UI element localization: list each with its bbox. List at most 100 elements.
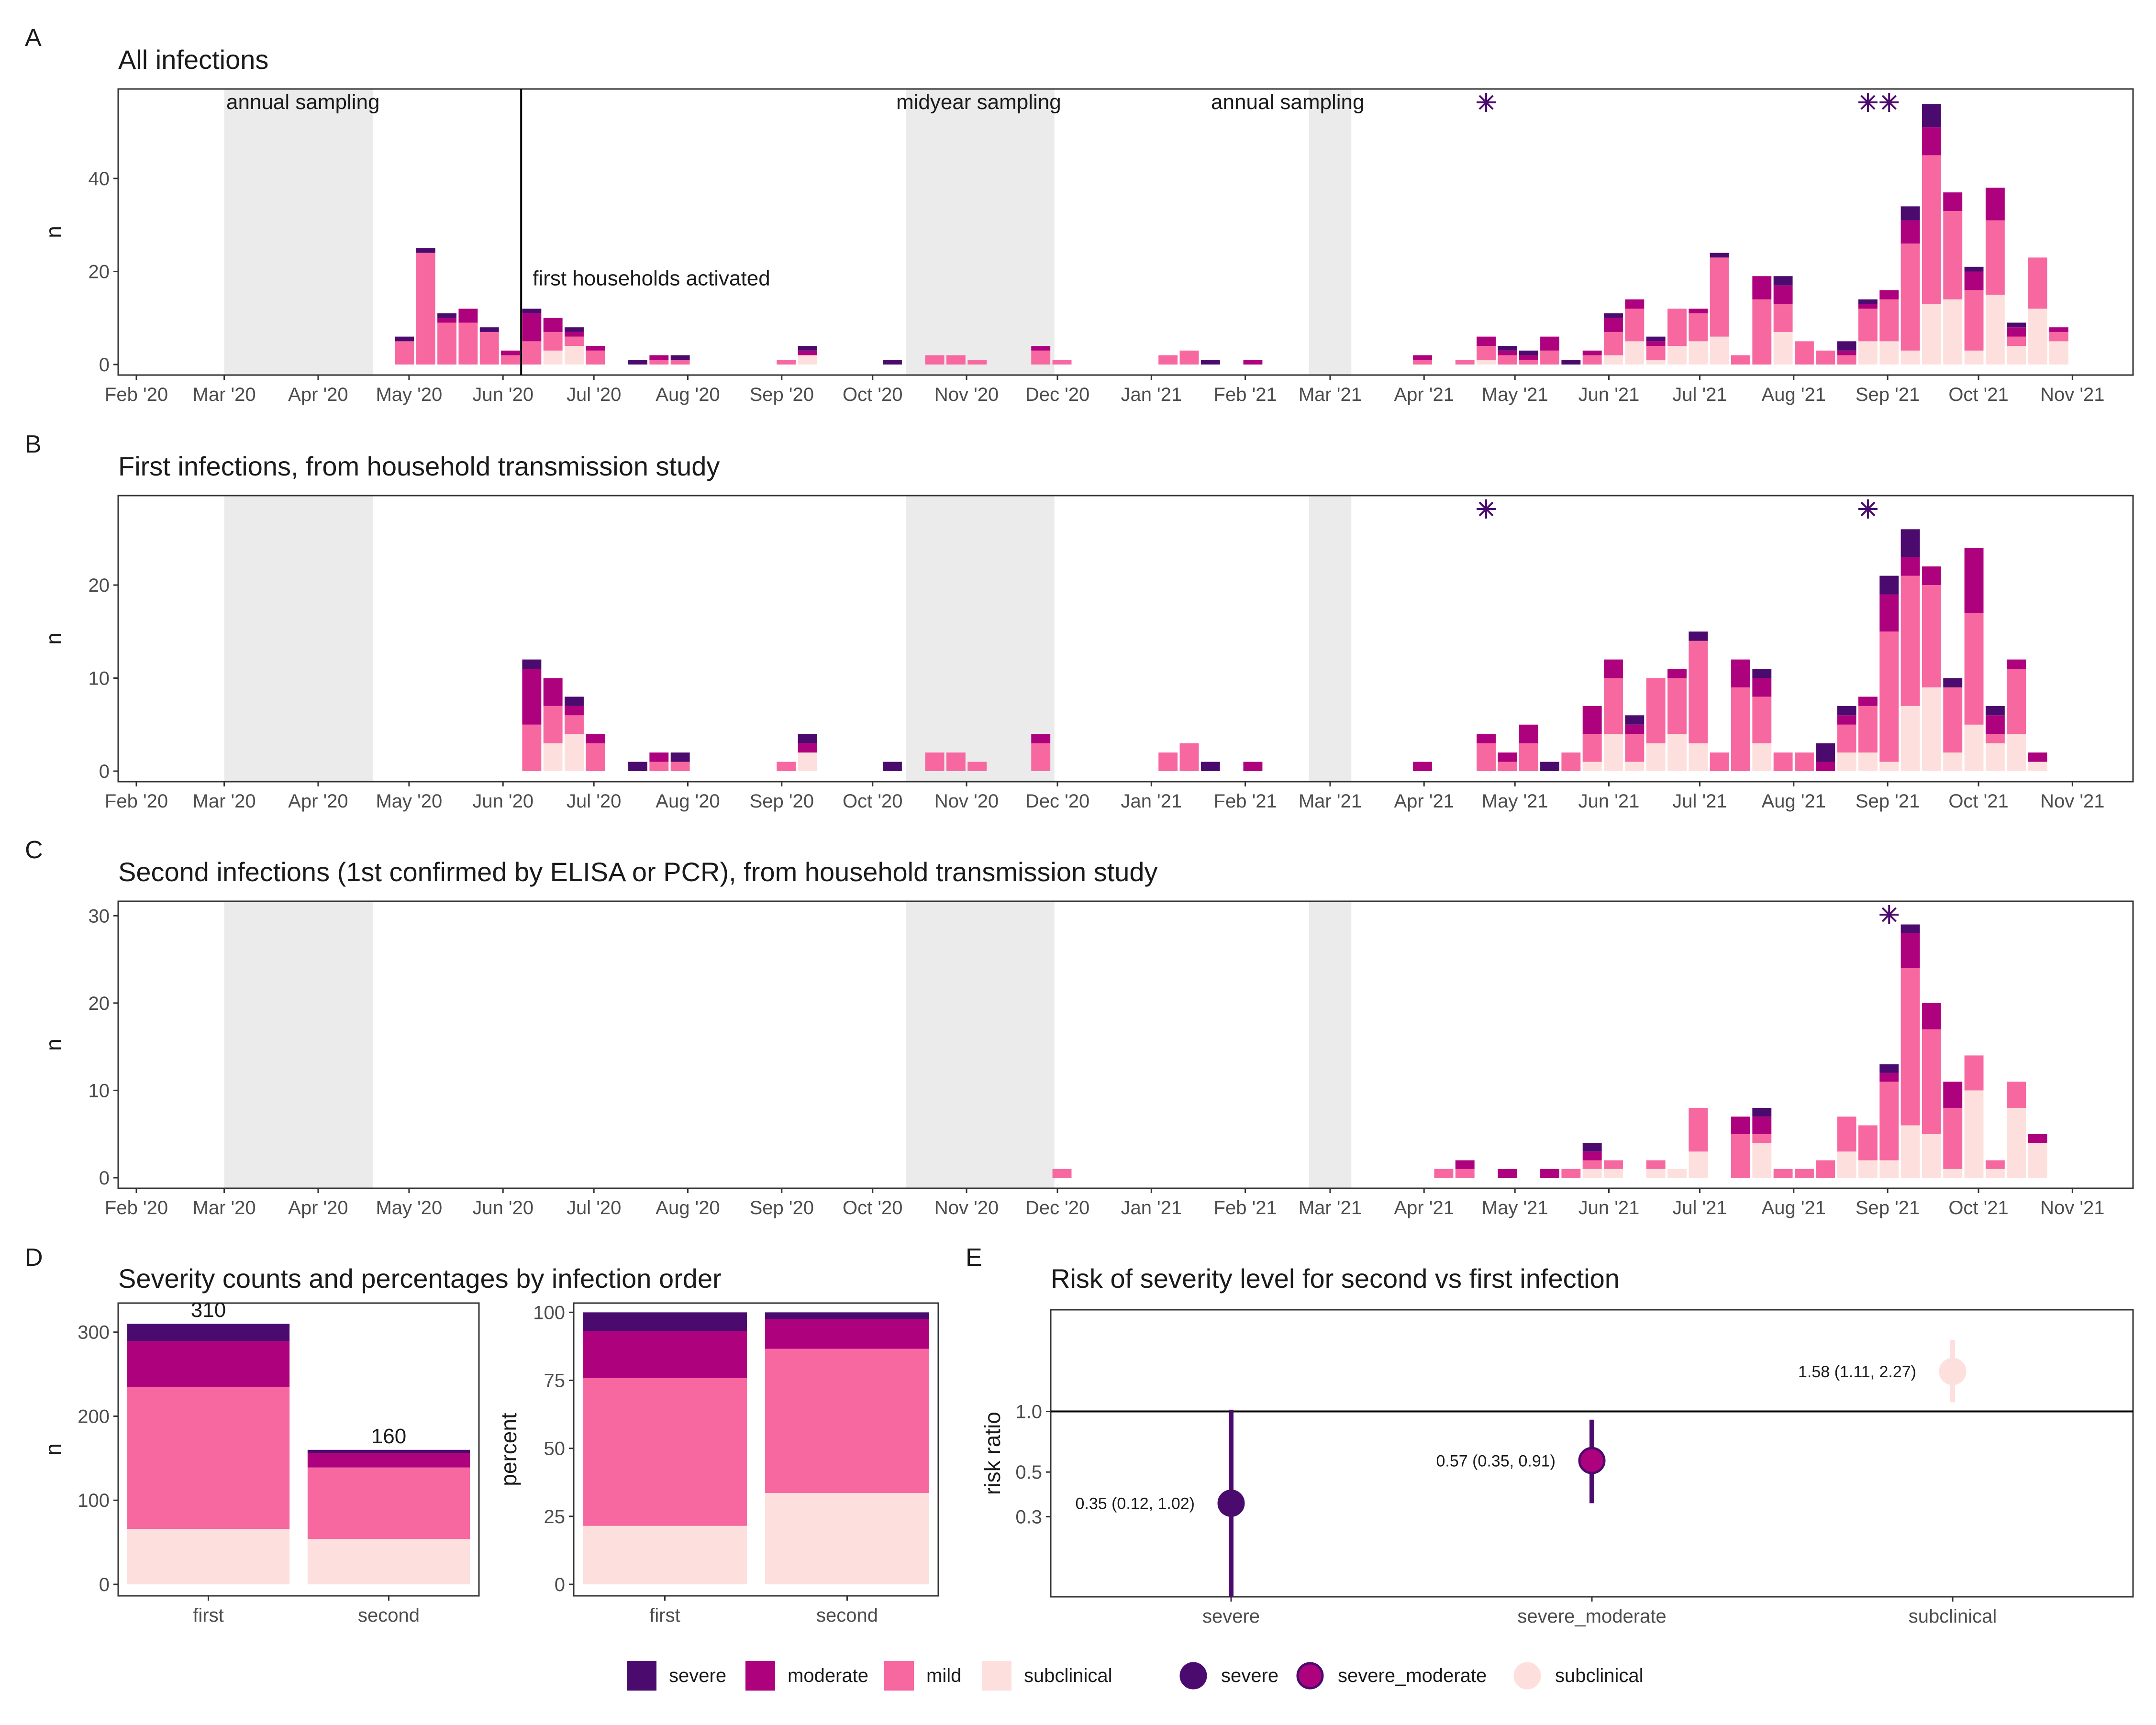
y-tick-label: 75 — [544, 1371, 566, 1392]
bar-segment-mild — [2007, 669, 2026, 734]
x-tick-label: Aug '20 — [656, 1197, 720, 1218]
x-tick-label: May '20 — [376, 384, 442, 405]
bar-segment-mild — [1858, 706, 1878, 753]
bar-segment-mild — [1519, 360, 1538, 365]
bar-segment-mild — [1964, 290, 1984, 351]
bar-segment-moderate — [765, 1319, 929, 1349]
bar-segment-severe — [628, 762, 647, 771]
x-tick-label: Jun '21 — [1578, 384, 1640, 405]
bar-segment-moderate — [1413, 762, 1433, 771]
bar-segment-severe — [882, 360, 902, 365]
y-tick-label: 25 — [544, 1506, 566, 1527]
bar-segment-mild — [1455, 360, 1475, 365]
chart-panel-a: A All infections 0 20 40 n Feb '20 Mar '20 Apr '… — [25, 24, 2134, 405]
stacked-bar-chart-percent: 0 25 50 75 100 percent first second — [496, 1302, 939, 1626]
x-tick-label: Jun '20 — [472, 384, 533, 405]
bar-segment-subclinical — [1985, 743, 2005, 771]
bar-segment-mild — [1604, 332, 1623, 355]
x-tick-label: first — [649, 1605, 680, 1626]
bar-segment-mild — [437, 322, 457, 365]
bar-segment-severe — [583, 1312, 747, 1331]
bar-segment-mild — [458, 322, 478, 365]
bar-segment-subclinical — [1943, 299, 1963, 365]
x-tick-label: Oct '20 — [843, 791, 902, 812]
asterisk-stroke — [1881, 95, 1897, 110]
x-tick-label: severe_moderate — [1517, 1606, 1666, 1627]
panel-border — [117, 495, 2134, 783]
bar-segment-moderate — [1773, 285, 1793, 304]
bar-segment-mild — [522, 724, 542, 771]
panel-title: Risk of severity level for second vs fir… — [1051, 1263, 1620, 1294]
bar-segment-mild — [1985, 1160, 2005, 1169]
bar-segment-mild — [416, 253, 435, 365]
bar-segment-mild — [1816, 350, 1835, 365]
bar-segment-moderate — [1752, 678, 1772, 697]
bar-segment-severe — [522, 309, 542, 314]
x-tick-label: Oct '21 — [1948, 791, 2008, 812]
sampling-period-shade — [224, 901, 373, 1188]
bar-segment-moderate — [1519, 355, 1538, 360]
bar-segment-subclinical — [1477, 360, 1496, 365]
point-estimate — [1578, 1447, 1606, 1474]
bar-segment-mild — [2028, 257, 2047, 309]
bar-segment-moderate — [1964, 548, 1984, 613]
bar-segment-mild — [543, 706, 563, 743]
chart-panel-d: D Severity counts and percentages by infe… — [25, 1244, 939, 1626]
bar-segment-mild — [1964, 613, 1984, 725]
legend-point-severe-moderate — [1296, 1662, 1324, 1690]
bar-segment-subclinical — [1964, 724, 1984, 771]
y-axis-title: risk ratio — [980, 1412, 1005, 1495]
bar-segment-moderate — [543, 318, 563, 332]
y-tick-label: 30 — [89, 906, 110, 927]
bar-segment-mild — [967, 762, 987, 771]
bar-segment-severe — [565, 697, 584, 706]
x-tick-label: Oct '21 — [1948, 384, 2008, 405]
x-tick-label: Jul '21 — [1672, 384, 1727, 405]
bar-segment-mild — [1985, 220, 2005, 295]
bar-segment-moderate — [1477, 336, 1496, 346]
x-tick-label: Apr '21 — [1394, 1197, 1454, 1218]
bar-segment-mild — [1540, 350, 1559, 365]
panel-letter: A — [25, 24, 42, 52]
bar-segment-severe — [1900, 924, 1920, 933]
bar-segment-subclinical — [1582, 1169, 1602, 1178]
bar-segment-moderate — [586, 734, 605, 743]
bar-segment-mild — [2007, 1082, 2026, 1108]
bar-segment-mild — [777, 762, 796, 771]
bar-segment-subclinical — [2028, 762, 2047, 771]
x-tick-label: Nov '21 — [2040, 791, 2104, 812]
legend-label: severe_moderate — [1338, 1665, 1487, 1686]
bar-segment-mild — [586, 743, 605, 771]
bar-segment-mild — [1943, 687, 1963, 753]
sampling-period-shade — [1309, 901, 1352, 1188]
y-tick-label: 20 — [89, 993, 110, 1014]
y-axis-title: n — [41, 226, 66, 238]
bar-segment-mild — [583, 1378, 747, 1526]
y-tick-label: 0 — [99, 1168, 110, 1189]
bar-segment-mild — [1582, 355, 1602, 365]
legend-swatch-severe — [627, 1661, 656, 1691]
bar-segment-moderate — [1519, 724, 1538, 743]
x-tick-label: Aug '21 — [1762, 1197, 1826, 1218]
bar-segment-mild — [1837, 724, 1856, 753]
bar-segment-severe — [479, 327, 499, 332]
bar-segment-severe — [565, 327, 584, 332]
bar-segment-severe — [2007, 322, 2026, 328]
bar-segment-moderate — [1625, 724, 1645, 734]
x-tick-label: Jul '20 — [567, 384, 621, 405]
bar-segment-mild — [1879, 1082, 1899, 1161]
x-tick-label: Jul '20 — [567, 791, 621, 812]
bar-segment-mild — [522, 341, 542, 365]
y-tick-label: 10 — [89, 668, 110, 689]
bar-segment-mild — [543, 332, 563, 351]
bar-segment-mild — [765, 1349, 929, 1493]
asterisk-marker — [1477, 499, 1496, 519]
bar-segment-moderate — [1498, 350, 1517, 355]
bar-segment-moderate — [1540, 1169, 1559, 1178]
bar-segment-mild — [1582, 734, 1602, 762]
bar-segment-subclinical — [2049, 341, 2068, 365]
bar-segment-moderate — [1498, 1169, 1517, 1178]
x-tick-label: Mar '21 — [1299, 384, 1362, 405]
legend-swatch-mild — [884, 1661, 914, 1691]
bar-segment-severe — [1200, 360, 1220, 365]
